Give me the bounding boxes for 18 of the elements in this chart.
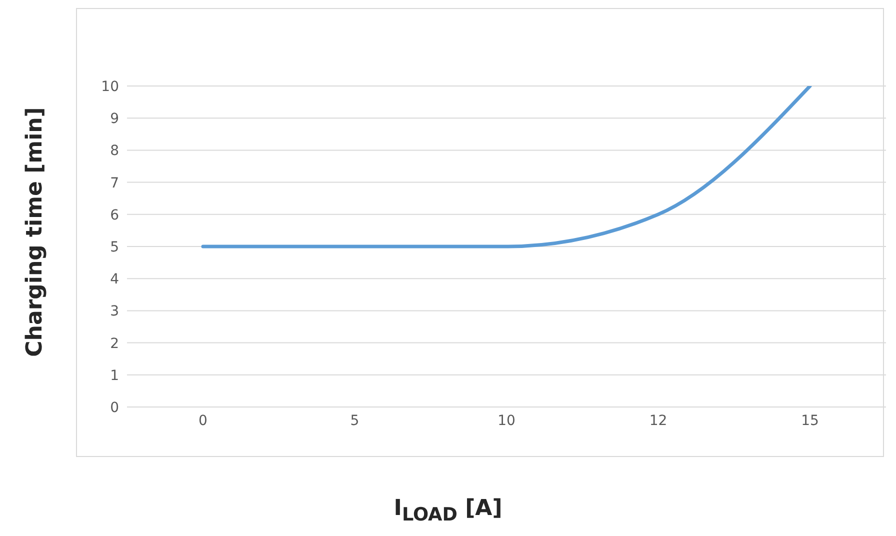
y-tick-label: 3: [110, 304, 119, 320]
y-tick-label: 7: [110, 175, 119, 192]
y-tick-label: 6: [110, 207, 120, 224]
y-tick-label: 5: [110, 239, 119, 256]
y-tick-label: 8: [110, 143, 119, 160]
x-tick-label: 10: [498, 412, 516, 429]
x-tick-label: 12: [649, 412, 668, 429]
y-tick-label: 0: [110, 400, 119, 416]
y-axis-title: Charging time [min]: [22, 107, 48, 357]
x-tick-label: 5: [350, 412, 360, 429]
x-axis-title: I$_{LOAD}$ [A]: [392, 496, 504, 526]
x-tick-label: 0: [198, 412, 208, 429]
y-tick-label: 2: [110, 336, 119, 352]
y-tick-label: 4: [110, 272, 120, 288]
y-tick-label: 10: [101, 78, 119, 95]
x-tick-label: 15: [801, 412, 819, 429]
y-tick-label: 1: [110, 368, 119, 384]
y-tick-label: 9: [110, 111, 119, 128]
